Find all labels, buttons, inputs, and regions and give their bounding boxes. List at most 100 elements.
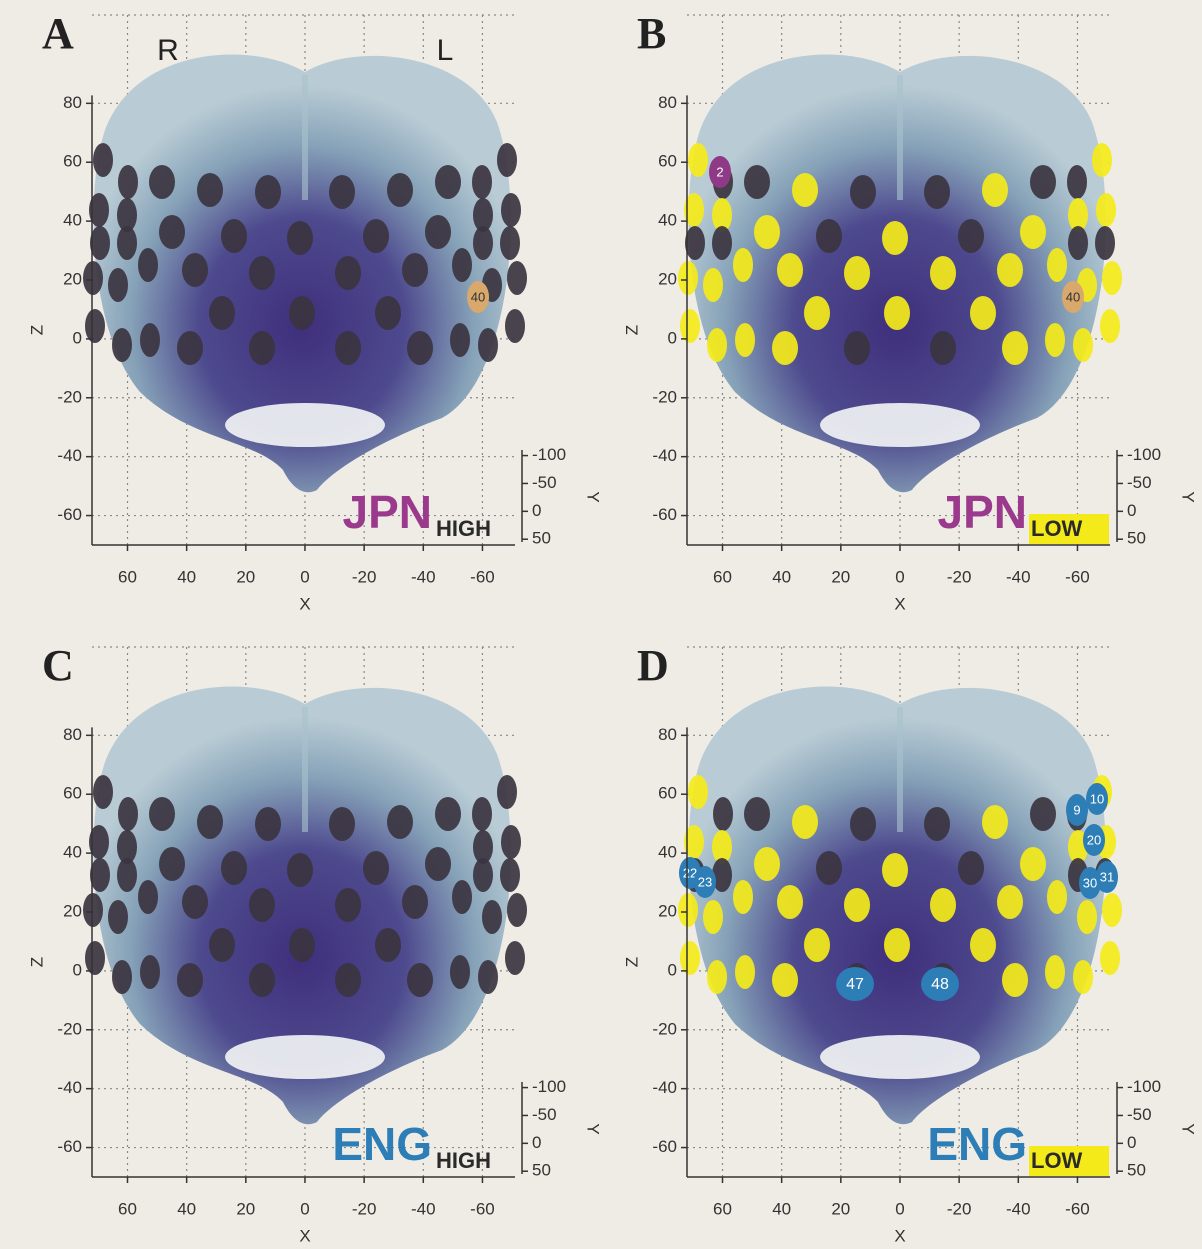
channel: [138, 880, 158, 914]
channel: [792, 805, 818, 839]
y-tick-label: 0: [1127, 501, 1136, 520]
channel: [117, 226, 137, 260]
z-tick-label: 80: [63, 725, 82, 744]
channel: [713, 797, 733, 831]
channel-label: 23: [698, 874, 712, 889]
channel: [816, 219, 842, 253]
x-tick-label: -40: [1006, 567, 1031, 586]
channel: [375, 296, 401, 330]
channel: [816, 851, 842, 885]
channel: [177, 331, 203, 365]
channel: [90, 858, 110, 892]
channel: [1096, 193, 1116, 227]
channel: [85, 309, 105, 343]
z-axis-label: Z: [622, 957, 641, 967]
x-tick-label: -60: [470, 1199, 495, 1218]
channel: [407, 331, 433, 365]
x-tick-label: 20: [236, 1199, 255, 1218]
x-tick-label: -60: [1065, 1199, 1090, 1218]
z-tick-label: 20: [658, 269, 677, 288]
channel: [450, 323, 470, 357]
y-tick-label: 50: [1127, 529, 1146, 548]
channel: [112, 960, 132, 994]
channel: [884, 928, 910, 962]
channel: [497, 143, 517, 177]
channel: [982, 805, 1008, 839]
language-label: ENG: [332, 1118, 432, 1170]
channel: [197, 805, 223, 839]
z-tick-label: -40: [57, 446, 82, 465]
channel: [1030, 165, 1056, 199]
z-tick-label: -60: [652, 1137, 677, 1156]
brain-base: [225, 403, 385, 447]
channel: [478, 960, 498, 994]
channel: [680, 309, 700, 343]
channel: [118, 797, 138, 831]
channel: [930, 331, 956, 365]
channel: [473, 858, 493, 892]
channel: [1102, 893, 1122, 927]
channel: [507, 893, 527, 927]
channel: [335, 331, 361, 365]
x-tick-label: 40: [772, 567, 791, 586]
channel: [850, 175, 876, 209]
channel: [678, 261, 698, 295]
x-tick-label: 20: [831, 567, 850, 586]
channel: [680, 941, 700, 975]
channel: [1073, 328, 1093, 362]
channel: [733, 248, 753, 282]
channel: [882, 221, 908, 255]
panel-letter: A: [42, 9, 74, 58]
z-tick-label: -40: [652, 446, 677, 465]
y-axis-label: Y: [584, 491, 603, 502]
channel: [1092, 143, 1112, 177]
channel: [1020, 215, 1046, 249]
channel: [329, 175, 355, 209]
channel: [452, 248, 472, 282]
channel: [703, 268, 723, 302]
x-tick-label: 20: [831, 1199, 850, 1218]
x-tick-label: -20: [352, 1199, 377, 1218]
x-tick-label: -20: [352, 567, 377, 586]
channel: [289, 928, 315, 962]
brain-base: [225, 1035, 385, 1079]
channel: [482, 900, 502, 934]
channel: [138, 248, 158, 282]
z-tick-label: -60: [57, 505, 82, 524]
panel-letter: B: [637, 9, 666, 58]
channel: [83, 893, 103, 927]
channel: [221, 851, 247, 885]
x-tick-label: 40: [772, 1199, 791, 1218]
condition-label: HIGH: [436, 516, 491, 541]
channel: [255, 807, 281, 841]
channel: [744, 165, 770, 199]
x-tick-label: 0: [895, 567, 904, 586]
channel: [997, 253, 1023, 287]
channel: [1030, 797, 1056, 831]
channel: [505, 941, 525, 975]
channel: [450, 955, 470, 989]
panel: 40806040200-20-40-606040200-20-40-60-100…: [27, 9, 602, 613]
channel: [287, 221, 313, 255]
channel: [472, 797, 492, 831]
channel: [387, 805, 413, 839]
channel: [970, 296, 996, 330]
channel: [149, 165, 175, 199]
channel: [93, 775, 113, 809]
channel: [402, 885, 428, 919]
channel: [844, 888, 870, 922]
y-tick-label: -50: [532, 473, 557, 492]
channel: [777, 885, 803, 919]
z-tick-label: -40: [57, 1078, 82, 1097]
channel-label: 31: [1100, 869, 1114, 884]
y-tick-label: 0: [532, 1133, 541, 1152]
channel: [197, 173, 223, 207]
channel: [249, 963, 275, 997]
z-tick-label: 80: [658, 725, 677, 744]
channel: [772, 331, 798, 365]
y-tick-label: 0: [1127, 1133, 1136, 1152]
channel: [804, 928, 830, 962]
channel: [1020, 847, 1046, 881]
z-tick-label: -20: [652, 387, 677, 406]
